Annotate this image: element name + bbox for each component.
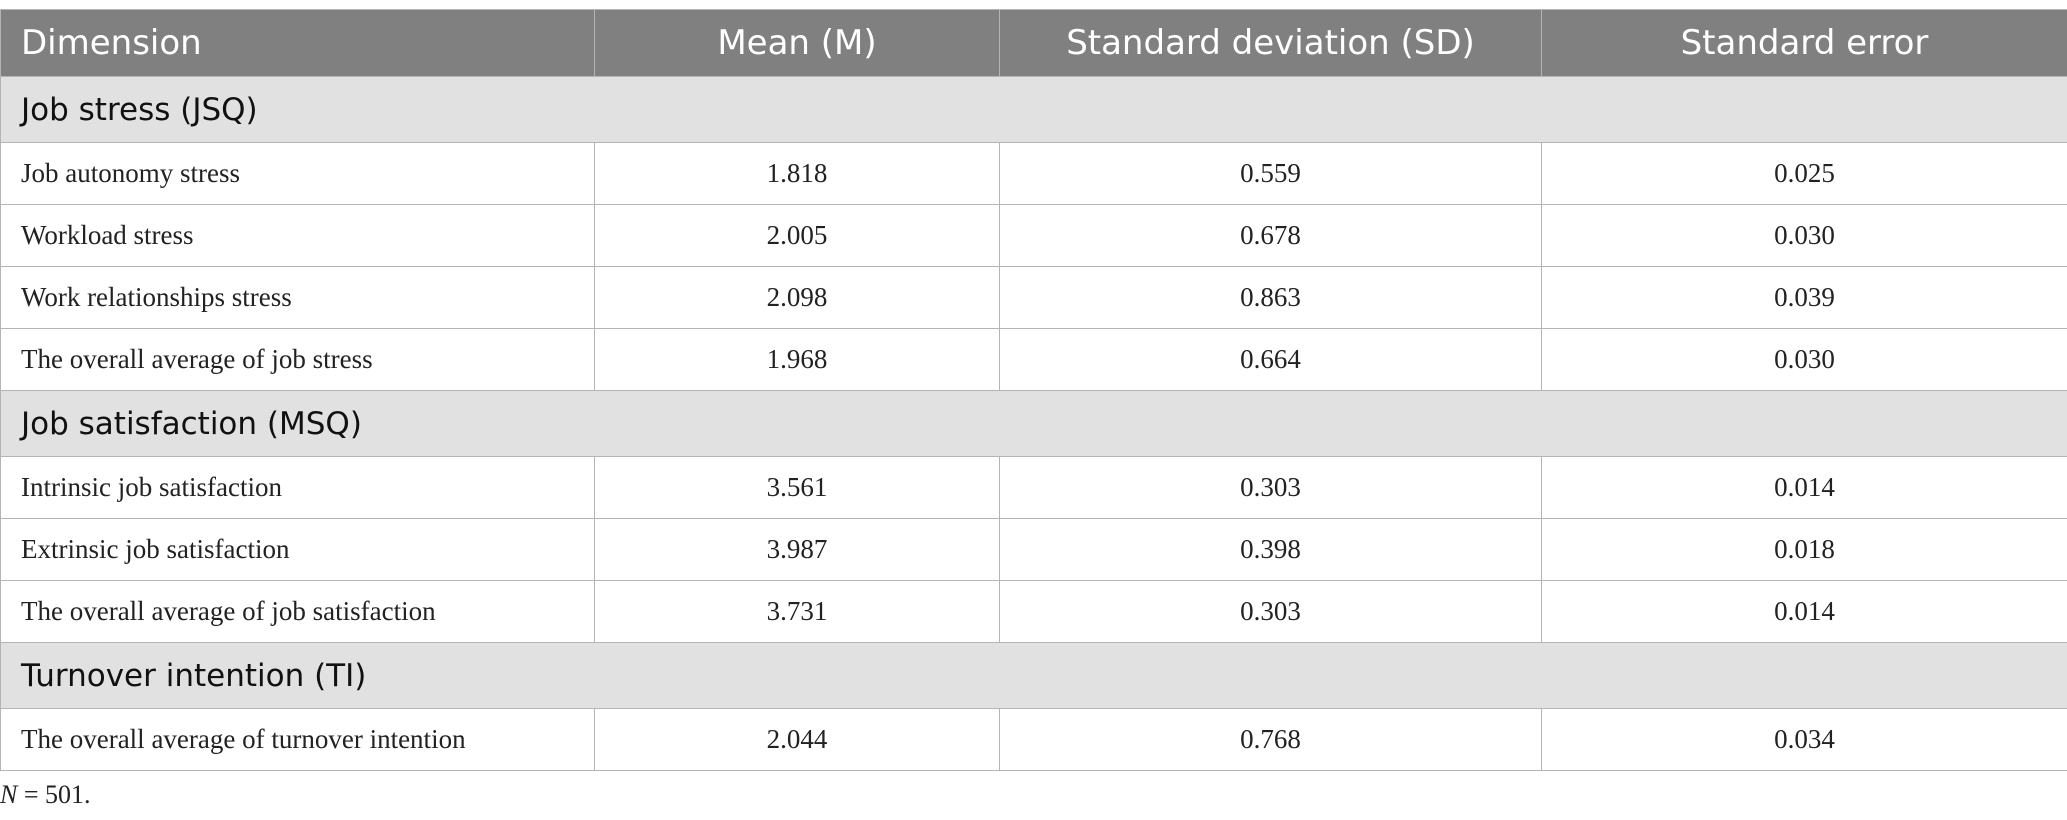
value-cell: 1.968 — [594, 328, 1000, 391]
label-cell: Work relationships stress — [0, 266, 595, 329]
value-cell: 2.005 — [594, 204, 1000, 267]
section-row: Turnover intention (TI) — [0, 642, 2067, 709]
header-cell: Dimension — [0, 9, 595, 77]
section-row: Job satisfaction (MSQ) — [0, 390, 2067, 457]
value-cell: 3.731 — [594, 580, 1000, 643]
label-cell: The overall average of job satisfaction — [0, 580, 595, 643]
data-row: The overall average of job satisfaction 3… — [0, 580, 2067, 643]
header-cell: Standard error — [1541, 9, 2067, 77]
header-cell: Standard deviation (SD) — [999, 9, 1542, 77]
data-row: Intrinsic job satisfaction 3.561 0.303 0.01… — [0, 456, 2067, 519]
value-cell: 1.818 — [594, 142, 1000, 205]
value-cell: 3.561 — [594, 456, 1000, 519]
label-cell: Intrinsic job satisfaction — [0, 456, 595, 519]
value-cell: 0.863 — [999, 266, 1542, 329]
value-cell: 0.678 — [999, 204, 1542, 267]
table-body: Job stress (JSQ) Job autonomy stress 1.818… — [0, 76, 2067, 771]
value-cell: 0.030 — [1541, 204, 2067, 267]
data-row: Work relationships stress 2.098 0.863 0.039 — [0, 266, 2067, 329]
data-row: Extrinsic job satisfaction 3.987 0.398 0.01… — [0, 518, 2067, 581]
footnote: N = 501. — [0, 780, 91, 810]
value-cell: 3.987 — [594, 518, 1000, 581]
value-cell: 0.664 — [999, 328, 1542, 391]
value-cell: 0.014 — [1541, 456, 2067, 519]
value-cell: 0.303 — [999, 456, 1542, 519]
data-row: The overall average of turnover intentio… — [0, 708, 2067, 771]
label-cell: The overall average of job stress — [0, 328, 595, 391]
section-title: Job satisfaction (MSQ) — [0, 390, 2067, 457]
section-title: Job stress (JSQ) — [0, 76, 2067, 143]
value-cell: 0.025 — [1541, 142, 2067, 205]
label-cell: Job autonomy stress — [0, 142, 595, 205]
header-cell: Mean (M) — [594, 9, 1000, 77]
value-cell: 0.034 — [1541, 708, 2067, 771]
value-cell: 0.303 — [999, 580, 1542, 643]
data-table: Dimension Mean (M) Standard deviation (SD)… — [0, 9, 2067, 771]
value-cell: 0.768 — [999, 708, 1542, 771]
footnote-text: = 501. — [23, 780, 91, 809]
data-row: Workload stress 2.005 0.678 0.030 — [0, 204, 2067, 267]
section-row: Job stress (JSQ) — [0, 76, 2067, 143]
header-row: Dimension Mean (M) Standard deviation (SD)… — [0, 9, 2067, 77]
label-cell: Workload stress — [0, 204, 595, 267]
value-cell: 2.044 — [594, 708, 1000, 771]
value-cell: 0.039 — [1541, 266, 2067, 329]
footnote-symbol: N — [0, 780, 18, 809]
section-title: Turnover intention (TI) — [0, 642, 2067, 709]
data-row: Job autonomy stress 1.818 0.559 0.025 — [0, 142, 2067, 205]
value-cell: 0.030 — [1541, 328, 2067, 391]
value-cell: 0.559 — [999, 142, 1542, 205]
value-cell: 0.018 — [1541, 518, 2067, 581]
value-cell: 0.398 — [999, 518, 1542, 581]
value-cell: 0.014 — [1541, 580, 2067, 643]
label-cell: The overall average of turnover intentio… — [0, 708, 595, 771]
data-row: The overall average of job stress 1.968 0.… — [0, 328, 2067, 391]
value-cell: 2.098 — [594, 266, 1000, 329]
label-cell: Extrinsic job satisfaction — [0, 518, 595, 581]
